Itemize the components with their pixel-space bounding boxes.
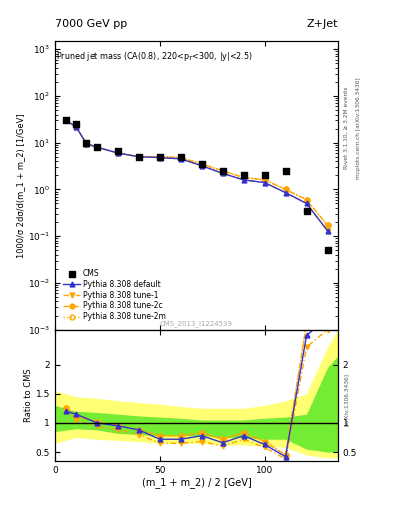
Pythia 8.308 default bbox=[116, 150, 120, 156]
Pythia 8.308 tune-1 bbox=[73, 123, 78, 130]
CMS bbox=[220, 167, 226, 175]
Text: 7000 GeV pp: 7000 GeV pp bbox=[55, 19, 127, 29]
Pythia 8.308 tune-1 bbox=[116, 150, 120, 156]
Pythia 8.308 default bbox=[95, 144, 99, 150]
Pythia 8.308 tune-1 bbox=[63, 117, 68, 123]
Pythia 8.308 tune-2m bbox=[84, 141, 89, 147]
Text: mcplots.cern.ch [arXiv:1306.3436]: mcplots.cern.ch [arXiv:1306.3436] bbox=[356, 77, 361, 179]
CMS bbox=[303, 207, 310, 215]
Pythia 8.308 tune-2c bbox=[199, 161, 204, 167]
Pythia 8.308 tune-2c bbox=[283, 186, 288, 193]
Pythia 8.308 default bbox=[158, 155, 162, 161]
Line: Pythia 8.308 tune-1: Pythia 8.308 tune-1 bbox=[63, 118, 330, 233]
Pythia 8.308 tune-2m bbox=[116, 150, 120, 156]
Pythia 8.308 tune-2m bbox=[325, 222, 330, 228]
Pythia 8.308 tune-2c bbox=[178, 155, 183, 161]
CMS bbox=[115, 147, 121, 156]
Pythia 8.308 tune-2m bbox=[199, 161, 204, 167]
CMS bbox=[62, 116, 69, 124]
CMS bbox=[94, 143, 100, 151]
Pythia 8.308 default bbox=[262, 180, 267, 186]
CMS bbox=[136, 153, 142, 161]
Pythia 8.308 tune-2c bbox=[220, 168, 225, 174]
Pythia 8.308 tune-2m bbox=[95, 144, 99, 150]
CMS bbox=[157, 153, 163, 161]
Pythia 8.308 default bbox=[220, 170, 225, 177]
Pythia 8.308 tune-2m bbox=[73, 123, 78, 130]
Pythia 8.308 tune-2c bbox=[95, 144, 99, 150]
CMS bbox=[324, 246, 331, 254]
Pythia 8.308 tune-2c bbox=[325, 222, 330, 228]
Pythia 8.308 tune-1 bbox=[283, 189, 288, 196]
Text: Rivet 3.1.10, ≥ 3.2M events: Rivet 3.1.10, ≥ 3.2M events bbox=[344, 87, 349, 169]
Pythia 8.308 tune-2c bbox=[158, 154, 162, 160]
CMS bbox=[73, 120, 79, 128]
CMS bbox=[178, 153, 184, 161]
Text: Z+Jet: Z+Jet bbox=[307, 19, 338, 29]
Pythia 8.308 tune-2c bbox=[304, 197, 309, 203]
Text: [arXiv:1306.3436]: [arXiv:1306.3436] bbox=[344, 373, 349, 426]
Line: Pythia 8.308 default: Pythia 8.308 default bbox=[63, 118, 330, 233]
Text: Pruned jet mass (CA(0.8), 220<p$_T$<300, |y|<2.5): Pruned jet mass (CA(0.8), 220<p$_T$<300,… bbox=[56, 50, 252, 62]
Y-axis label: 1000/σ 2dσ/d(m_1 + m_2) [1/GeV]: 1000/σ 2dσ/d(m_1 + m_2) [1/GeV] bbox=[16, 113, 25, 258]
CMS bbox=[241, 171, 247, 179]
Pythia 8.308 tune-1 bbox=[262, 180, 267, 186]
Pythia 8.308 tune-2m bbox=[178, 155, 183, 161]
Line: Pythia 8.308 tune-2c: Pythia 8.308 tune-2c bbox=[63, 118, 330, 228]
CMS bbox=[198, 160, 205, 168]
Pythia 8.308 tune-1 bbox=[199, 163, 204, 169]
Pythia 8.308 tune-2m bbox=[262, 177, 267, 183]
Pythia 8.308 tune-2m bbox=[158, 154, 162, 160]
Pythia 8.308 default bbox=[84, 141, 89, 147]
Pythia 8.308 tune-1 bbox=[136, 154, 141, 160]
Pythia 8.308 tune-1 bbox=[158, 155, 162, 161]
Pythia 8.308 default bbox=[304, 200, 309, 206]
Pythia 8.308 tune-1 bbox=[241, 177, 246, 183]
Pythia 8.308 tune-1 bbox=[84, 141, 89, 147]
Pythia 8.308 tune-2m bbox=[136, 154, 141, 160]
Pythia 8.308 tune-2m bbox=[283, 186, 288, 193]
Pythia 8.308 default bbox=[136, 154, 141, 160]
Pythia 8.308 tune-1 bbox=[325, 228, 330, 234]
CMS bbox=[83, 139, 90, 147]
Pythia 8.308 tune-2c bbox=[262, 177, 267, 183]
Pythia 8.308 tune-2m bbox=[241, 175, 246, 181]
Pythia 8.308 tune-2c bbox=[241, 175, 246, 181]
Pythia 8.308 default bbox=[63, 117, 68, 123]
Pythia 8.308 tune-1 bbox=[95, 144, 99, 150]
Pythia 8.308 tune-2c bbox=[63, 117, 68, 123]
Text: CMS_2013_I1224539: CMS_2013_I1224539 bbox=[160, 320, 233, 327]
Pythia 8.308 default bbox=[325, 228, 330, 234]
X-axis label: (m_1 + m_2) / 2 [GeV]: (m_1 + m_2) / 2 [GeV] bbox=[141, 477, 252, 488]
Line: Pythia 8.308 tune-2m: Pythia 8.308 tune-2m bbox=[63, 118, 330, 228]
Pythia 8.308 tune-2c bbox=[116, 150, 120, 156]
Pythia 8.308 default bbox=[73, 123, 78, 130]
Pythia 8.308 tune-2m bbox=[63, 117, 68, 123]
CMS bbox=[283, 167, 289, 175]
CMS bbox=[261, 171, 268, 179]
Pythia 8.308 tune-1 bbox=[304, 200, 309, 206]
Y-axis label: Ratio to CMS: Ratio to CMS bbox=[24, 369, 33, 422]
Pythia 8.308 default bbox=[241, 177, 246, 183]
Pythia 8.308 tune-2c bbox=[73, 123, 78, 130]
Pythia 8.308 tune-2c bbox=[136, 154, 141, 160]
Pythia 8.308 default bbox=[199, 163, 204, 169]
Pythia 8.308 tune-2c bbox=[84, 141, 89, 147]
Pythia 8.308 tune-2m bbox=[220, 168, 225, 174]
Pythia 8.308 default bbox=[178, 156, 183, 162]
Legend: CMS, Pythia 8.308 default, Pythia 8.308 tune-1, Pythia 8.308 tune-2c, Pythia 8.3: CMS, Pythia 8.308 default, Pythia 8.308 … bbox=[62, 267, 167, 323]
Pythia 8.308 tune-1 bbox=[220, 170, 225, 177]
Pythia 8.308 tune-2m bbox=[304, 197, 309, 203]
Pythia 8.308 default bbox=[283, 189, 288, 196]
Pythia 8.308 tune-1 bbox=[178, 156, 183, 162]
